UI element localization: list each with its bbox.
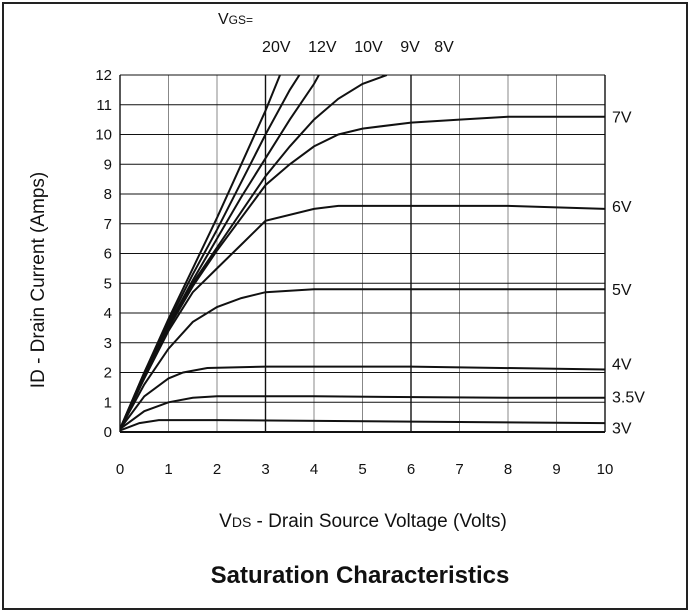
x-axis-label: VDS - Drain Source Voltage (Volts) [219,511,507,532]
x-tick-label: 10 [597,461,614,478]
curve-label-4V: 4V [612,357,632,374]
x-tick-label: 5 [358,461,366,478]
x-tick-label: 6 [407,461,415,478]
curve-label-3V: 3V [612,421,632,438]
y-tick-label: 1 [104,394,112,411]
x-axis-label-sub: DS [232,514,251,530]
curve-4V [120,395,605,430]
y-tick-label: 9 [104,156,112,173]
x-axis-label-prefix: V [219,511,232,532]
y-tick-label: 3 [104,335,112,352]
curve-7V [120,204,605,430]
y-tick-label: 8 [104,186,112,203]
y-tick-label: 5 [104,275,112,292]
curve-label-3-5V: 3.5V [612,389,645,406]
curve-label-20V: 20V [262,39,291,56]
curve-3-5V [120,419,605,432]
legend-header-main: V [218,11,229,28]
curve-label-10V: 10V [354,39,383,56]
grid [119,74,606,433]
curve-label-9V: 9V [400,39,420,56]
y-tick-label: 10 [95,127,112,144]
curve-6V [120,288,605,430]
curve-5V [120,365,605,430]
curve-label-12V: 12V [308,39,337,56]
y-tick-label: 0 [104,424,112,441]
x-tick-label: 2 [213,461,221,478]
curves [120,75,605,433]
x-tick-labels: 0 1 2 3 4 5 6 7 8 9 10 [116,461,614,478]
curve-label-5V: 5V [612,282,632,299]
legend-header-sub: GS= [229,13,253,27]
y-tick-label: 11 [96,97,112,114]
x-axis-label-rest: - Drain Source Voltage (Volts) [251,511,507,532]
y-axis-label: ID - Drain Current (Amps) [28,172,49,388]
x-tick-label: 3 [261,461,269,478]
x-tick-label: 1 [164,461,172,478]
curve-12V [120,75,301,430]
chart-title: Saturation Characteristics [211,562,510,589]
y-tick-label: 7 [104,216,112,233]
y-tick-label: 6 [104,246,112,263]
y-tick-label: 12 [95,67,112,84]
curve-8V [120,115,605,430]
x-tick-label: 0 [116,461,124,478]
curve-label-8V: 8V [434,39,454,56]
x-tick-label: 4 [310,461,318,478]
y-tick-label: 2 [104,365,112,382]
x-tick-label: 8 [504,461,512,478]
curve-label-6V: 6V [612,199,632,216]
curve-9V [120,75,388,430]
x-tick-label: 7 [455,461,463,478]
legend-header: VGS= [218,11,253,28]
x-tick-label: 9 [552,461,560,478]
curve-labels: 20V 12V 10V 9V 8V 7V 6V 5V 4V 3.5V 3V [262,39,645,438]
curve-label-7V: 7V [612,110,632,127]
y-tick-label: 4 [104,305,112,322]
